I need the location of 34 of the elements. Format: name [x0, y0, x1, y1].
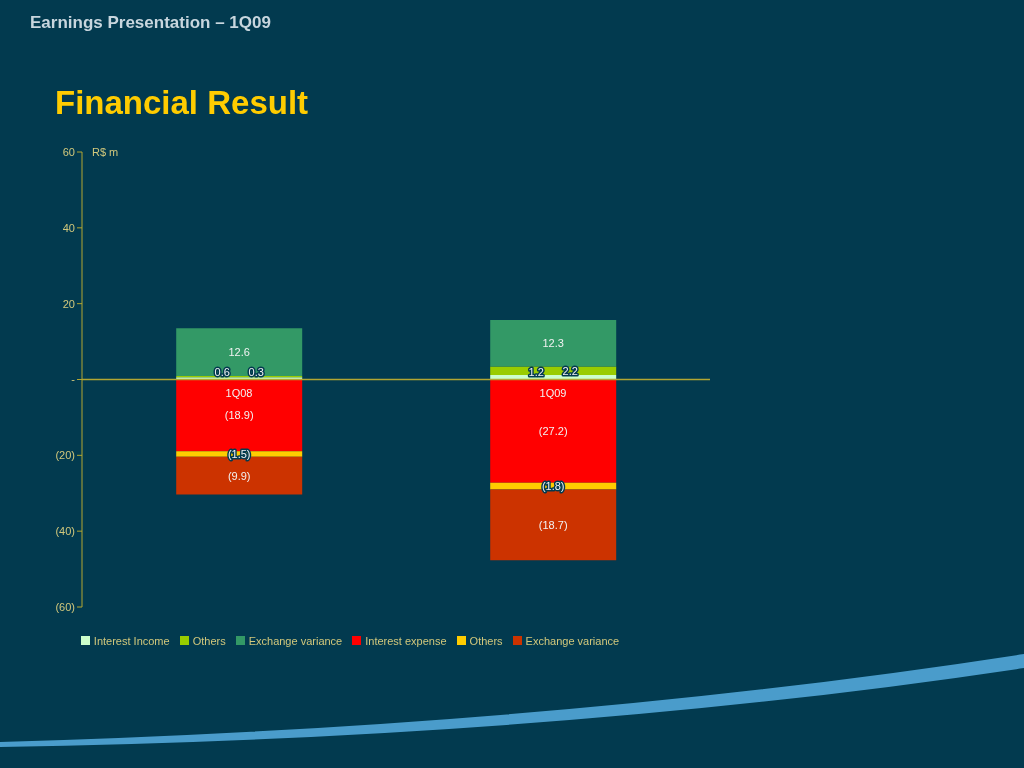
bar — [176, 379, 303, 452]
y-tick-label: (40) — [55, 525, 75, 538]
chart-title: Financial Result — [55, 84, 309, 122]
y-tick-label: 60 — [62, 145, 75, 158]
data-label: 2.2 — [562, 364, 578, 377]
y-tick-label: - — [71, 373, 76, 386]
legend-label: Others — [469, 635, 503, 647]
data-label: (18.9) — [224, 409, 254, 422]
data-label: 12.6 — [228, 346, 250, 359]
text: Earnings Presentation – 1Q09 — [30, 13, 271, 33]
bar — [490, 379, 617, 483]
data-label: (27.2) — [538, 425, 568, 438]
legend-label: Interest expense — [365, 635, 447, 647]
x-tick-label: 1Q09 — [539, 387, 567, 400]
data-label: (9.9) — [227, 469, 251, 482]
data-label: (18.7) — [538, 518, 568, 531]
legend-label: Exchange variance — [525, 635, 620, 647]
legend-label: Others — [192, 635, 226, 647]
data-label: 1.2 — [528, 365, 544, 378]
data-label: (1.5) — [227, 448, 251, 461]
data-label: 0.3 — [248, 365, 264, 378]
data-label: 12.3 — [542, 337, 564, 350]
x-tick-label: 1Q08 — [225, 387, 253, 400]
data-label: 0.6 — [214, 365, 230, 378]
legend-label: Interest Income — [93, 635, 170, 647]
data-label: (1.8) — [541, 480, 565, 493]
y-tick-label: 40 — [62, 221, 75, 234]
y-tick-label: (60) — [55, 600, 75, 613]
y-tick-label: (20) — [55, 449, 75, 462]
bar — [490, 319, 617, 367]
bar — [176, 328, 303, 377]
y-axis-title: R$ m — [92, 146, 119, 158]
y-tick-label: 20 — [62, 297, 75, 310]
legend-label: Exchange variance — [248, 635, 343, 647]
